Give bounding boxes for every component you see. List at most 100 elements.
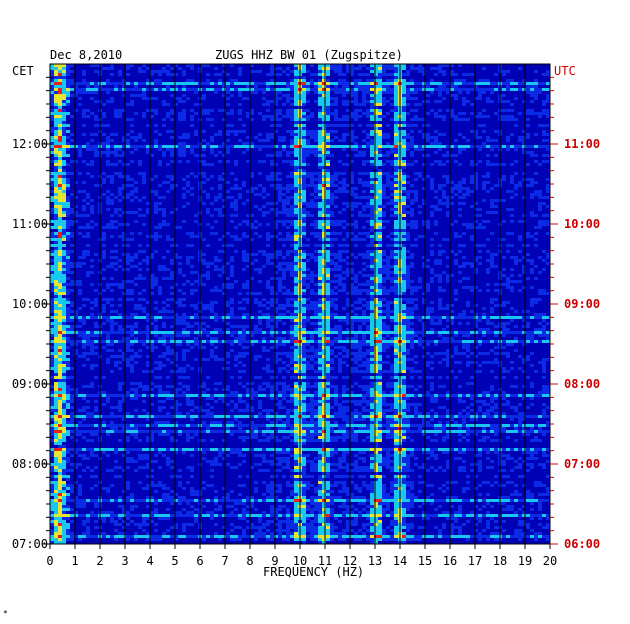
spectrogram-cell — [138, 250, 142, 253]
spectrogram-cell — [90, 133, 94, 136]
spectrogram-cell — [178, 271, 182, 274]
spectrogram-cell — [334, 286, 338, 289]
spectrogram-cell — [162, 208, 166, 211]
spectrogram-cell — [54, 154, 58, 157]
spectrogram-cell — [178, 301, 182, 304]
spectrogram-cell — [370, 283, 374, 286]
spectrogram-cell — [154, 238, 158, 241]
spectrogram-cell — [442, 175, 446, 178]
spectrogram-cell — [358, 196, 362, 199]
spectrogram-cell — [266, 139, 270, 142]
spectrogram-cell — [490, 310, 494, 313]
spectrogram-cell — [418, 64, 422, 67]
spectrogram-cell — [66, 199, 70, 202]
spectrogram-cell — [414, 88, 418, 91]
spectrogram-cell — [138, 145, 142, 148]
spectrogram-cell — [78, 292, 82, 295]
spectrogram-cell — [322, 154, 326, 157]
spectrogram-cell — [310, 301, 314, 304]
spectrogram-cell — [478, 82, 482, 85]
spectrogram-cell — [446, 205, 450, 208]
spectrogram-cell — [266, 109, 270, 112]
spectrogram-cell — [282, 187, 286, 190]
spectrogram-cell — [378, 307, 382, 310]
spectrogram-cell — [294, 136, 298, 139]
spectrogram-cell — [514, 145, 518, 148]
spectrogram-cell — [294, 280, 298, 283]
spectrogram-cell — [50, 142, 54, 145]
spectrogram-cell — [122, 145, 126, 148]
spectrogram-cell — [474, 130, 478, 133]
spectrogram-cell — [374, 217, 378, 220]
spectrogram-cell — [302, 322, 306, 325]
spectrogram-cell — [266, 307, 270, 310]
spectrogram-cell — [322, 208, 326, 211]
spectrogram-cell — [74, 313, 78, 316]
spectrogram-cell — [262, 82, 266, 85]
spectrogram-cell — [454, 88, 458, 91]
spectrogram-cell — [326, 160, 330, 163]
spectrogram-cell — [122, 316, 126, 319]
spectrogram-cell — [266, 211, 270, 214]
spectrogram-cell — [294, 322, 298, 325]
spectrogram-cell — [50, 304, 54, 307]
spectrogram-cell — [390, 148, 394, 151]
spectrogram-cell — [438, 277, 442, 280]
spectrogram-cell — [302, 223, 306, 226]
spectrogram-cell — [314, 301, 318, 304]
spectrogram-cell — [166, 88, 170, 91]
spectrogram-cell — [290, 160, 294, 163]
spectrogram-cell — [58, 73, 62, 76]
spectrogram-cell — [242, 268, 246, 271]
spectrogram-cell — [262, 103, 266, 106]
spectrogram-cell — [358, 88, 362, 91]
spectrogram-cell — [146, 208, 150, 211]
spectrogram-cell — [334, 304, 338, 307]
spectrogram-cell — [378, 277, 382, 280]
spectrogram-cell — [314, 226, 318, 229]
spectrogram-cell — [494, 154, 498, 157]
spectrogram-cell — [306, 109, 310, 112]
spectrogram-cell — [378, 181, 382, 184]
spectrogram-cell — [378, 118, 382, 121]
spectrogram-cell — [394, 310, 398, 313]
spectrogram-cell — [530, 235, 534, 238]
spectrogram-cell — [422, 154, 426, 157]
spectrogram-cell — [394, 73, 398, 76]
spectrogram-cell — [318, 253, 322, 256]
spectrogram-cell — [266, 319, 270, 322]
spectrogram-cell — [486, 319, 490, 322]
spectrogram-cell — [466, 118, 470, 121]
spectrogram-cell — [114, 172, 118, 175]
spectrogram-cell — [510, 163, 514, 166]
spectrogram-cell — [230, 88, 234, 91]
spectrogram-cell — [310, 337, 314, 340]
spectrogram-cell — [534, 145, 538, 148]
spectrogram-cell — [50, 73, 54, 76]
spectrogram-cell — [382, 292, 386, 295]
spectrogram-cell — [58, 154, 62, 157]
spectrogram-cell — [322, 163, 326, 166]
spectrogram-cell — [486, 172, 490, 175]
spectrogram-cell — [338, 181, 342, 184]
spectrogram-cell — [58, 166, 62, 169]
spectrogram-cell — [54, 142, 58, 145]
spectrogram-cell — [354, 286, 358, 289]
spectrogram-cell — [542, 313, 546, 316]
spectrogram-cell — [350, 319, 354, 322]
spectrogram-cell — [510, 319, 514, 322]
spectrogram-cell — [374, 190, 378, 193]
spectrogram-cell — [202, 172, 206, 175]
spectrogram-cell — [538, 328, 542, 331]
spectrogram-cell — [394, 268, 398, 271]
spectrogram-cell — [158, 268, 162, 271]
spectrogram-cell — [150, 178, 154, 181]
spectrogram-cell — [462, 145, 466, 148]
spectrogram-cell — [402, 181, 406, 184]
spectrogram-cell — [446, 337, 450, 340]
spectrogram-cell — [230, 331, 234, 334]
spectrogram-cell — [278, 145, 282, 148]
spectrogram-cell — [358, 331, 362, 334]
spectrogram-cell — [78, 190, 82, 193]
spectrogram-cell — [206, 277, 210, 280]
